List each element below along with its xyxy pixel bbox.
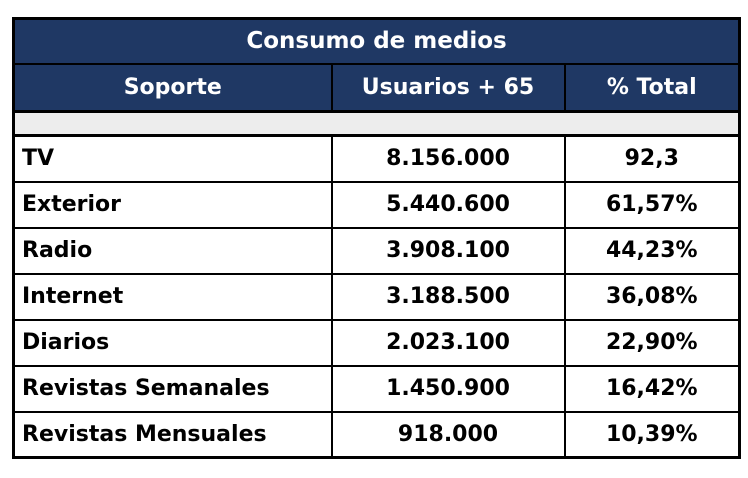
row-label-cell: Revistas Mensuales	[12, 410, 333, 459]
percent-value-cell: 92,3	[563, 134, 741, 183]
column-header-usuarios: Usuarios + 65	[330, 62, 566, 113]
users-value-cell: 2.023.100	[330, 318, 566, 367]
table-row: Exterior 5.440.600 61,57%	[12, 180, 741, 229]
percent-value-cell: 10,39%	[563, 410, 741, 459]
table-title: Consumo de medios	[12, 17, 741, 65]
percent-value-cell: 16,42%	[563, 364, 741, 413]
users-value-cell: 3.908.100	[330, 226, 566, 275]
row-label-cell: Exterior	[12, 180, 333, 229]
table-row: TV 8.156.000 92,3	[12, 134, 741, 183]
table-header-row: Soporte Usuarios + 65 % Total	[12, 62, 741, 113]
users-value-cell: 5.440.600	[330, 180, 566, 229]
table-row: Internet 3.188.500 36,08%	[12, 272, 741, 321]
spacer-row	[13, 110, 740, 137]
percent-value-cell: 22,90%	[563, 318, 741, 367]
percent-value-cell: 61,57%	[563, 180, 741, 229]
row-label-cell: Diarios	[12, 318, 333, 367]
table-title-row: Consumo de medios	[12, 17, 741, 65]
column-header-pct-total: % Total	[563, 62, 741, 113]
media-consumption-table-container: Consumo de medios Soporte Usuarios + 65 …	[12, 17, 742, 459]
users-value-cell: 3.188.500	[330, 272, 566, 321]
table-row: Revistas Semanales 1.450.900 16,42%	[12, 364, 741, 413]
row-label-cell: Revistas Semanales	[12, 364, 333, 413]
users-value-cell: 1.450.900	[330, 364, 566, 413]
column-header-soporte: Soporte	[12, 62, 333, 113]
table-row: Diarios 2.023.100 22,90%	[12, 318, 741, 367]
row-label-cell: Radio	[12, 226, 333, 275]
percent-value-cell: 36,08%	[563, 272, 741, 321]
table-row: Radio 3.908.100 44,23%	[12, 226, 741, 275]
spacer-cell	[13, 110, 740, 137]
table-row: Revistas Mensuales 918.000 10,39%	[12, 410, 741, 459]
row-label-cell: Internet	[12, 272, 333, 321]
row-label-cell: TV	[12, 134, 333, 183]
users-value-cell: 8.156.000	[330, 134, 566, 183]
percent-value-cell: 44,23%	[563, 226, 741, 275]
users-value-cell: 918.000	[330, 410, 566, 459]
media-consumption-table: Consumo de medios Soporte Usuarios + 65 …	[12, 17, 742, 459]
